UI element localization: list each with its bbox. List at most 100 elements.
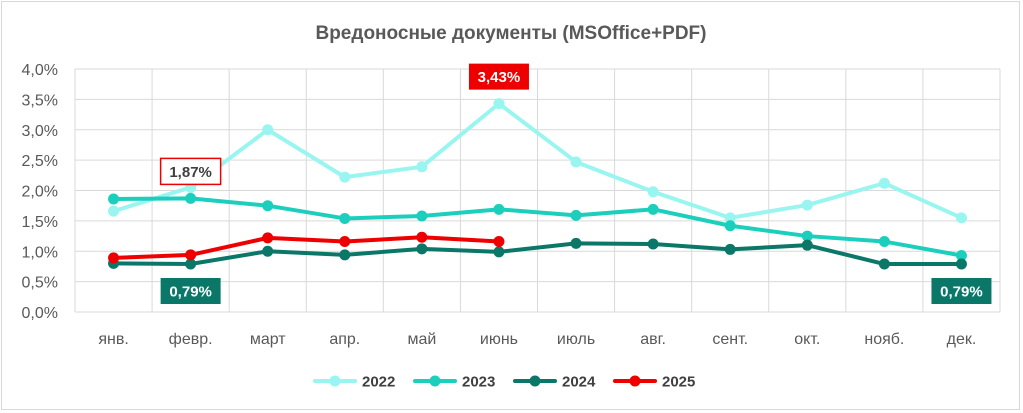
data-point [724, 212, 736, 224]
data-point [416, 210, 428, 222]
data-callouts: 3,43% 1,87% 0,79% 0,79% [159, 63, 992, 305]
data-point [416, 243, 428, 255]
callout-box [159, 157, 222, 186]
data-point [570, 156, 582, 168]
data-point [185, 192, 197, 204]
x-tick-label: февр. [169, 331, 213, 348]
data-point [878, 258, 890, 270]
data-point [108, 193, 120, 205]
x-tick-label: нояб. [864, 331, 904, 348]
data-point [185, 249, 197, 261]
y-tick-label: 0,0% [22, 305, 58, 322]
x-tick-label: авг. [640, 331, 666, 348]
data-point [262, 232, 274, 244]
x-tick-label: май [407, 331, 436, 348]
series-line-2025 [111, 235, 501, 260]
data-point [262, 200, 274, 212]
data-point [570, 209, 582, 221]
x-tick-label: дек. [947, 331, 977, 348]
legend-item-2024: 2024 [513, 374, 596, 391]
legend-label: 2022 [362, 374, 395, 391]
data-point [108, 252, 120, 264]
x-tick-label: июнь [480, 331, 518, 348]
data-point [262, 124, 274, 136]
legend-marker [529, 375, 541, 387]
callout-box [468, 63, 529, 90]
legend-item-2022: 2022 [313, 374, 395, 391]
data-point [724, 243, 736, 255]
legend-label: 2025 [662, 374, 695, 391]
series-2022 [108, 98, 967, 224]
data-callout: 3,43% [468, 63, 529, 90]
legend-marker [329, 375, 341, 387]
data-point [801, 199, 813, 211]
y-tick-label: 3,0% [22, 123, 58, 140]
callout-label: 3,43% [478, 69, 521, 86]
data-point [416, 231, 428, 243]
series-line-2023 [111, 196, 964, 258]
data-point [493, 236, 505, 248]
x-tick-label: апр. [329, 331, 360, 348]
data-point [955, 250, 967, 262]
legend-item-2025: 2025 [613, 374, 695, 391]
series-lines [108, 98, 967, 270]
series-2023 [108, 192, 967, 262]
callout-box [160, 278, 221, 305]
data-point [339, 212, 351, 224]
y-tick-label: 3,5% [22, 92, 58, 109]
data-point [493, 203, 505, 215]
data-callout: 1,87% [159, 157, 222, 186]
legend-marker [429, 375, 441, 387]
data-callout: 0,79% [160, 278, 221, 305]
data-point [416, 161, 428, 173]
x-tick-label: окт. [794, 331, 820, 348]
data-point [647, 238, 659, 250]
legend-label: 2023 [462, 374, 495, 391]
y-tick-label: 1,0% [22, 244, 58, 261]
callout-label: 1,87% [169, 164, 212, 181]
y-tick-label: 1,5% [22, 214, 58, 231]
x-tick-label: янв. [98, 331, 128, 348]
data-point [339, 249, 351, 261]
data-point [493, 246, 505, 258]
data-callout: 0,79% [931, 278, 992, 305]
y-axis-tick-labels: 0,0% 0,5% 1,0% 1,5% 2,0% 2,5% 3,0% 3,5% 4,0% [22, 62, 58, 322]
x-axis-tick-labels: янв. февр. март апр. май июнь июль авг. сент. окт… [98, 331, 976, 348]
data-point [647, 203, 659, 215]
data-point [724, 220, 736, 232]
data-point [801, 239, 813, 251]
data-point [955, 212, 967, 224]
legend-label: 2024 [562, 374, 596, 391]
callout-label: 0,79% [940, 284, 983, 301]
legend: 2022 2023 2024 2025 [313, 374, 695, 391]
data-point [878, 236, 890, 248]
chart-title: Вредоносные документы (MSOffice+PDF) [315, 23, 706, 44]
data-point [339, 236, 351, 248]
x-tick-label: сент. [712, 331, 748, 348]
callout-box [931, 278, 992, 305]
data-point [262, 245, 274, 257]
data-point [955, 258, 967, 270]
data-point [339, 171, 351, 183]
gridlines [74, 68, 1001, 313]
x-tick-label: март [250, 331, 286, 348]
data-point [185, 258, 197, 270]
legend-marker [629, 375, 641, 387]
series-line-2024 [111, 241, 964, 267]
x-tick-label: июль [557, 331, 595, 348]
data-point [801, 230, 813, 242]
series-line-2022 [111, 101, 964, 220]
data-point [493, 98, 505, 110]
data-point [647, 186, 659, 198]
callout-label: 0,79% [169, 284, 212, 301]
legend-item-2023: 2023 [413, 374, 495, 391]
y-tick-label: 4,0% [22, 62, 58, 79]
data-point [108, 205, 120, 217]
series-2025 [108, 231, 505, 264]
y-tick-label: 2,0% [22, 184, 58, 201]
y-tick-label: 2,5% [22, 153, 58, 170]
y-tick-label: 0,5% [22, 275, 58, 292]
data-point [878, 177, 890, 189]
data-point [570, 237, 582, 249]
